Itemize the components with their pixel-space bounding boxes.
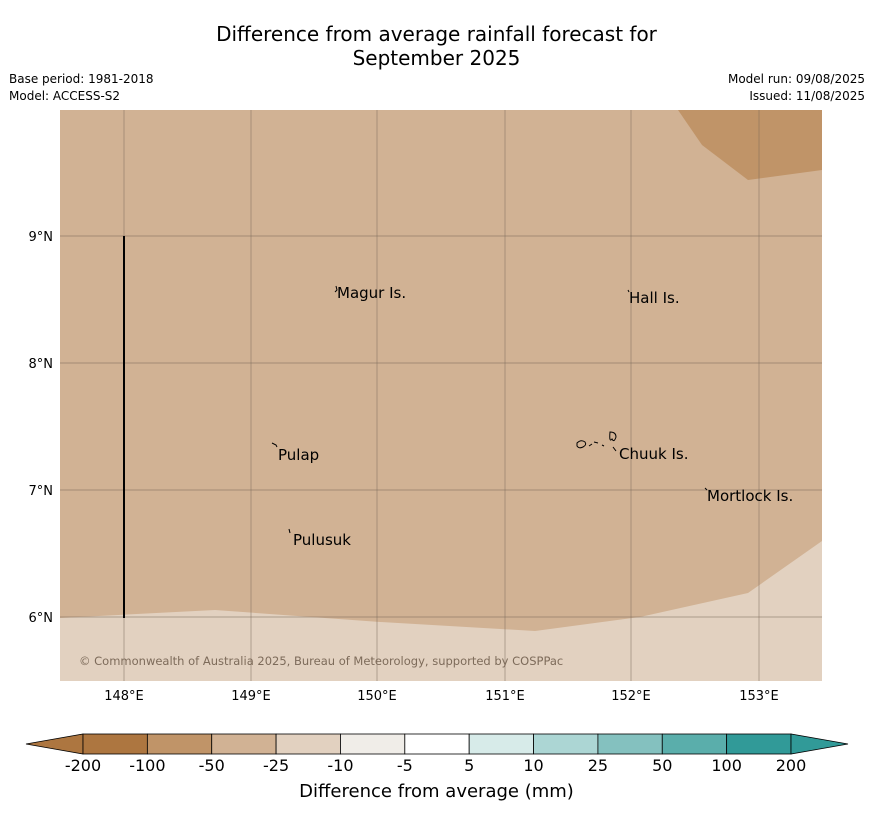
colorbar-tick-label: -100 <box>129 756 166 775</box>
copyright-text: © Commonwealth of Australia 2025, Bureau… <box>79 654 563 668</box>
colorbar-tick-label: 10 <box>523 756 544 775</box>
pulap-island-icon <box>271 442 278 448</box>
chuuk-islands-icon <box>576 431 617 452</box>
magur-island-icon <box>334 285 338 293</box>
meta-right: Model run: 09/08/2025 Issued: 11/08/2025 <box>728 71 865 105</box>
colorbar-segment <box>340 733 406 755</box>
colorbar-tick-label: -25 <box>263 756 290 775</box>
lon-tick-label: 151°E <box>485 689 525 704</box>
base-period: Base period: 1981-2018 <box>9 72 154 86</box>
colorbar-segment <box>275 733 341 755</box>
region-light-brown <box>60 541 822 681</box>
lat-tick-label: 8°N <box>29 357 54 372</box>
label-pulap: Pulap <box>278 446 319 464</box>
colorbar-segment <box>146 733 213 755</box>
colorbar-extend-low <box>25 733 84 755</box>
colorbar-extend-high <box>790 733 849 755</box>
lon-tick-label: 148°E <box>104 689 144 704</box>
colorbar-segment <box>468 733 534 755</box>
colorbar-segment <box>597 733 663 755</box>
colorbar-tick-label: 50 <box>652 756 673 775</box>
lat-tick-label: 6°N <box>29 611 54 626</box>
model-name: Model: ACCESS-S2 <box>9 89 121 103</box>
colorbar-tick-label: 100 <box>711 756 742 775</box>
hall-island-icon <box>627 289 630 293</box>
colorbar-tick-label: 25 <box>587 756 609 775</box>
colorbar-tick-label: -5 <box>396 756 413 775</box>
colorbar-tick-label: -200 <box>64 756 102 775</box>
chart-title: Difference from average rainfall forecas… <box>0 22 873 70</box>
colorbar-segment <box>661 733 728 755</box>
issued-date: Issued: 11/08/2025 <box>749 89 865 103</box>
label-mortlock: Mortlock Is. <box>707 487 793 505</box>
label-pulusuk: Pulusuk <box>293 531 351 549</box>
colorbar-segment <box>82 733 148 755</box>
model-run: Model run: 09/08/2025 <box>727 72 865 86</box>
region-dark-brown <box>678 110 822 180</box>
colorbar-tick-label: 200 <box>775 756 807 775</box>
lon-tick-label: 149°E <box>231 689 271 704</box>
colorbar-segment <box>211 733 277 755</box>
colorbar-segment <box>533 733 599 755</box>
lon-tick-label: 152°E <box>611 689 651 704</box>
colorbar-tick-label: -10 <box>327 756 354 775</box>
colorbar-title: Difference from average (mm) <box>299 781 574 802</box>
colorbar <box>25 733 849 755</box>
colorbar-segment <box>726 733 792 755</box>
colorbar-tick-label: 5 <box>464 756 475 775</box>
title-line-1: Difference from average rainfall forecas… <box>216 22 657 46</box>
mortlock-island-icon <box>704 487 708 491</box>
lon-tick-label: 150°E <box>357 689 397 704</box>
region-mid-brown <box>60 110 822 681</box>
lat-tick-label: 7°N <box>29 484 54 499</box>
lon-tick-labels: 148°E 149°E 150°E 151°E 152°E 153°E <box>104 689 779 704</box>
meta-left: Base period: 1981-2018 Model: ACCESS-S2 <box>9 71 154 105</box>
lat-tick-label: 9°N <box>29 230 54 245</box>
label-chuuk: Chuuk Is. <box>619 445 688 463</box>
grid-lines <box>60 110 822 681</box>
pulusuk-island-icon <box>288 528 291 534</box>
colorbar-tick-label: -50 <box>198 756 225 775</box>
lon-tick-label: 153°E <box>739 689 779 704</box>
colorbar-segment <box>404 733 470 755</box>
label-magur: Magur Is. <box>337 284 406 302</box>
title-line-2: September 2025 <box>352 46 521 70</box>
label-hall: Hall Is. <box>629 289 680 307</box>
lat-tick-labels: 9°N 8°N 7°N 6°N <box>29 230 54 626</box>
island-outlines <box>271 285 708 534</box>
